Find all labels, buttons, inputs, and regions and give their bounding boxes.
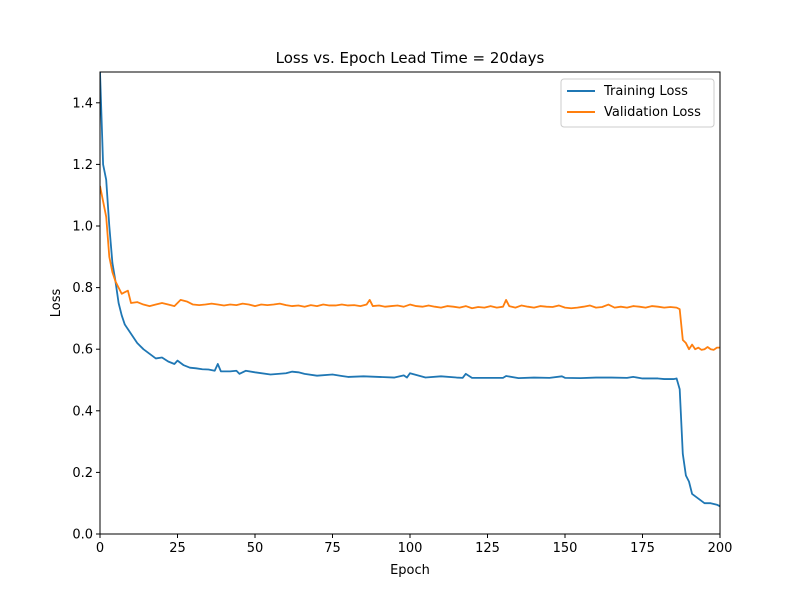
x-tick-label: 125 xyxy=(475,541,500,556)
y-tick-label: 1.0 xyxy=(72,220,93,235)
x-tick-label: 175 xyxy=(630,541,655,556)
y-tick-label: 1.2 xyxy=(72,158,93,173)
y-tick-label: 0.0 xyxy=(72,528,93,543)
y-tick-label: 0.6 xyxy=(72,343,93,358)
legend-label-validation-loss: Validation Loss xyxy=(604,105,701,120)
x-axis-ticks: 0 25 50 75 100 125 150 175 200 xyxy=(96,534,733,556)
x-axis-label: Epoch xyxy=(390,563,430,578)
y-tick-label: 0.2 xyxy=(72,466,93,481)
x-tick-label: 150 xyxy=(553,541,578,556)
x-tick-label: 0 xyxy=(96,541,104,556)
x-tick-label: 100 xyxy=(398,541,423,556)
y-axis-ticks: 0.0 0.2 0.4 0.6 0.8 1.0 1.2 1.4 xyxy=(72,96,100,543)
series-layer xyxy=(100,72,720,508)
legend: Training Loss Validation Loss xyxy=(560,78,715,128)
x-tick-label: 50 xyxy=(247,541,264,556)
x-tick-label: 25 xyxy=(169,541,186,556)
legend-box xyxy=(560,78,715,128)
y-tick-label: 0.4 xyxy=(72,404,93,419)
series-line-validation-loss xyxy=(100,185,720,351)
y-tick-label: 0.8 xyxy=(72,281,93,296)
series-line-training-loss xyxy=(100,72,720,508)
y-tick-label: 1.4 xyxy=(72,96,93,111)
chart-title: Loss vs. Epoch Lead Time = 20days xyxy=(276,49,545,67)
x-tick-label: 75 xyxy=(324,541,341,556)
y-axis-label: Loss xyxy=(49,289,64,318)
legend-label-training-loss: Training Loss xyxy=(603,84,688,99)
x-tick-label: 200 xyxy=(708,541,733,556)
